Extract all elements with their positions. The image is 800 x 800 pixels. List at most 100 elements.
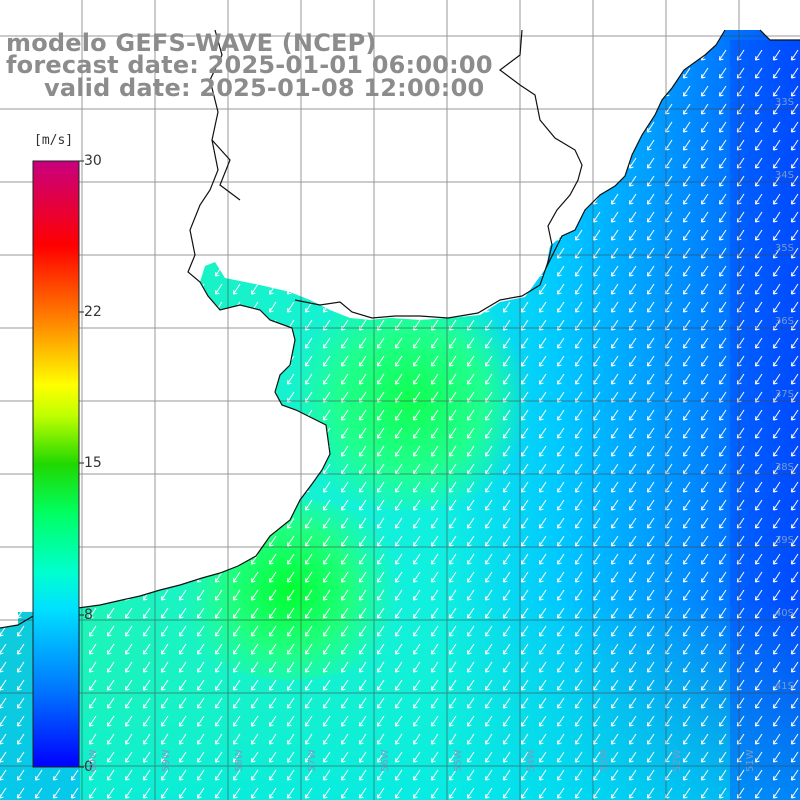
wind-arrow <box>430 517 439 529</box>
wind-arrow <box>466 643 475 655</box>
wind-arrow <box>250 337 259 349</box>
wind-arrow <box>430 499 439 511</box>
wind-arrow <box>502 661 511 673</box>
wind-arrow <box>0 481 7 493</box>
wind-arrow <box>700 283 709 295</box>
wind-arrow <box>16 715 25 727</box>
wind-arrow <box>646 751 655 763</box>
wind-arrow <box>358 445 367 457</box>
wind-arrow <box>430 355 439 367</box>
wind-arrow <box>790 643 799 655</box>
wind-arrow <box>106 607 115 619</box>
wind-arrow <box>124 319 133 331</box>
wind-arrow <box>700 175 709 187</box>
wind-arrow <box>340 661 349 673</box>
wind-arrow <box>88 355 97 367</box>
wind-arrow <box>682 121 691 133</box>
wind-arrow <box>556 499 565 511</box>
wind-arrow <box>0 445 7 457</box>
wind-arrow <box>520 697 529 709</box>
wind-arrow <box>106 589 115 601</box>
wind-arrow <box>376 553 385 565</box>
wind-arrow <box>88 517 97 529</box>
wind-arrow <box>448 697 457 709</box>
wind-arrow <box>448 517 457 529</box>
wind-arrow <box>790 517 799 529</box>
wind-arrow <box>700 301 709 313</box>
wind-arrow <box>448 265 457 277</box>
wind-arrow <box>772 427 781 439</box>
wind-arrow <box>700 625 709 637</box>
wind-arrow <box>178 121 187 133</box>
wind-arrow <box>394 643 403 655</box>
wind-arrow <box>142 301 151 313</box>
wind-arrow <box>682 481 691 493</box>
wind-arrow <box>304 607 313 619</box>
wind-arrow <box>538 445 547 457</box>
wind-arrow <box>772 481 781 493</box>
wind-arrow <box>718 787 727 799</box>
wind-arrow <box>376 769 385 781</box>
wind-arrow <box>286 247 295 259</box>
wind-arrow <box>340 427 349 439</box>
wind-arrow <box>772 535 781 547</box>
wind-arrow <box>772 121 781 133</box>
wind-arrow <box>574 337 583 349</box>
wind-arrow <box>682 697 691 709</box>
wind-arrow <box>628 481 637 493</box>
wind-arrow <box>718 643 727 655</box>
wind-arrow <box>0 211 7 223</box>
wind-arrow <box>790 265 799 277</box>
wind-arrow <box>178 463 187 475</box>
wind-arrow <box>610 607 619 619</box>
wind-arrow <box>286 193 295 205</box>
wind-arrow <box>286 463 295 475</box>
lon-label: 51W <box>745 749 756 772</box>
wind-arrow <box>232 751 241 763</box>
wind-arrow <box>250 643 259 655</box>
wind-arrow <box>178 409 187 421</box>
wind-arrow <box>700 67 709 79</box>
wind-arrow <box>682 355 691 367</box>
wind-arrow <box>556 409 565 421</box>
wind-arrow <box>754 625 763 637</box>
wind-arrow <box>772 355 781 367</box>
wind-arrow <box>232 553 241 565</box>
wind-arrow <box>772 715 781 727</box>
wind-arrow <box>376 121 385 133</box>
wind-arrow <box>610 643 619 655</box>
wind-arrow <box>466 337 475 349</box>
wind-arrow <box>16 499 25 511</box>
wind-arrow <box>574 139 583 151</box>
wind-arrow <box>88 481 97 493</box>
wind-arrow <box>0 193 7 205</box>
wind-arrow <box>124 229 133 241</box>
wind-arrow <box>214 679 223 691</box>
wind-arrow <box>106 733 115 745</box>
wind-arrow <box>718 697 727 709</box>
wind-arrow <box>646 211 655 223</box>
wind-arrow <box>790 625 799 637</box>
wind-arrow <box>142 373 151 385</box>
wind-arrow <box>430 211 439 223</box>
wind-arrow <box>502 481 511 493</box>
wind-arrow <box>448 337 457 349</box>
wind-arrow <box>250 697 259 709</box>
wind-arrow <box>646 265 655 277</box>
wind-arrow <box>106 787 115 799</box>
wind-arrow <box>340 679 349 691</box>
wind-arrow <box>700 157 709 169</box>
wind-arrow <box>250 679 259 691</box>
wind-arrow <box>106 247 115 259</box>
wind-arrow <box>646 355 655 367</box>
wind-arrow <box>88 679 97 691</box>
wind-arrow <box>772 301 781 313</box>
wind-arrow <box>286 427 295 439</box>
wind-arrow <box>106 553 115 565</box>
wind-arrow <box>160 535 169 547</box>
wind-arrow <box>268 265 277 277</box>
wind-arrow <box>718 427 727 439</box>
wind-arrow <box>574 283 583 295</box>
wind-arrow <box>790 697 799 709</box>
